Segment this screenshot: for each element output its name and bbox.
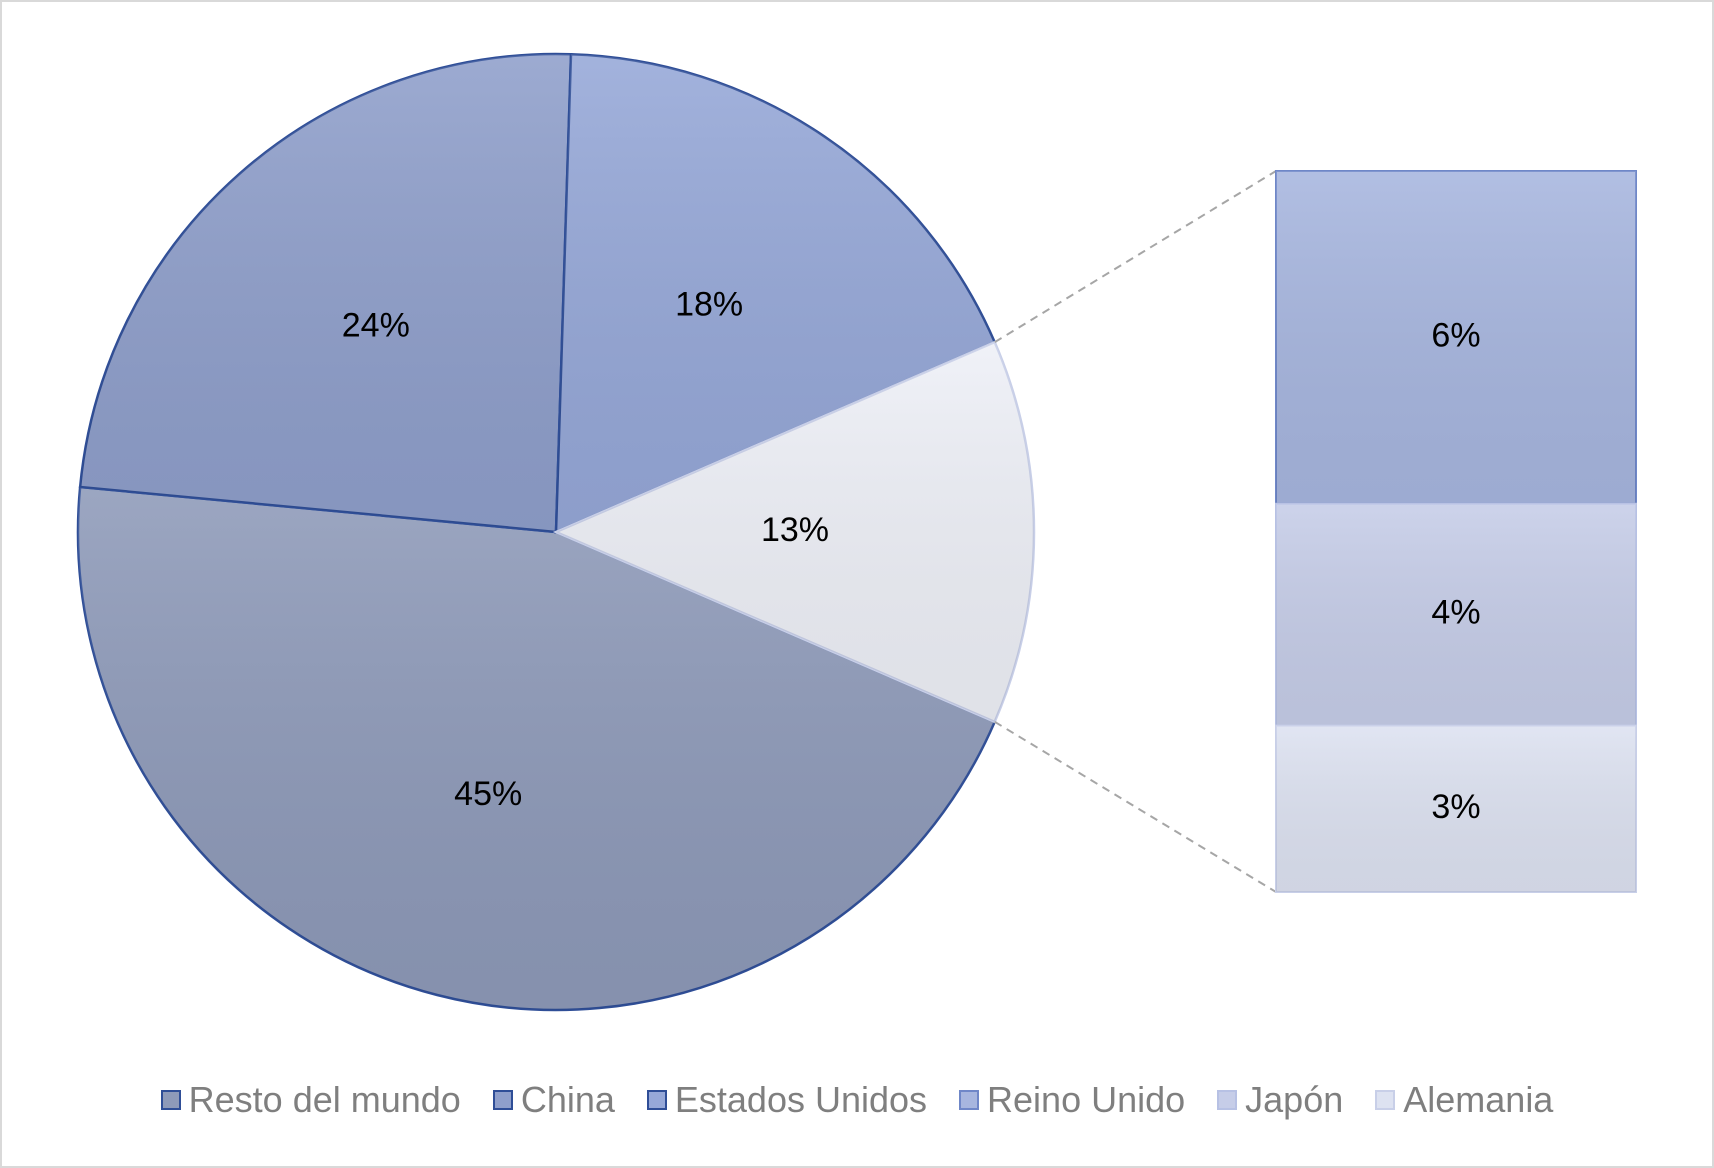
bar-segment-japon-shade (1276, 503, 1636, 726)
legend-item-japon: Japón (1217, 1079, 1343, 1121)
data-label-reino-unido: 6% (1431, 316, 1480, 354)
data-label-alemania: 3% (1431, 788, 1480, 826)
pie-slice-other-shade (556, 342, 1035, 722)
legend-label: Alemania (1403, 1079, 1554, 1120)
legend: Resto del mundo China Estados Unidos Reino … (0, 1070, 1714, 1130)
pie-slice-estados-unidos-shade (556, 54, 995, 533)
pie-slice-china-shade (80, 54, 572, 532)
pie-layer (76, 52, 1036, 1012)
legend-item-china: China (492, 1079, 615, 1121)
legend-swatch (1217, 1090, 1238, 1110)
legend-label: Reino Unido (987, 1079, 1186, 1120)
data-label-other: 13% (761, 511, 829, 549)
bar-segment-alemania-shade (1276, 725, 1636, 892)
pie-slice-resto-del-mundo-shade (77, 487, 995, 1011)
data-label-china: 24% (342, 307, 410, 345)
legend-swatch (492, 1090, 513, 1110)
legend-item-estados-unidos: Estados Unidos (646, 1079, 928, 1121)
legend-label: Resto del mundo (188, 1079, 461, 1120)
connector-lines (994, 170, 1277, 893)
stacked-bar-layer (1275, 170, 1637, 893)
connector-line-top (994, 170, 1277, 344)
bar-segment-reino-unido-shade (1276, 171, 1636, 504)
legend-label: China (520, 1079, 615, 1120)
data-label-estados-unidos: 18% (675, 286, 743, 324)
legend-item-resto-del-mundo: Resto del mundo (160, 1079, 461, 1121)
data-labels: 45% 24% 18% 13% 6% 4% 3% (342, 286, 1481, 826)
legend-label: Estados Unidos (674, 1079, 928, 1120)
legend-label: Japón (1245, 1079, 1344, 1120)
legend-swatch (160, 1090, 181, 1110)
connector-line-bottom (994, 720, 1277, 893)
legend-item-alemania: Alemania (1375, 1079, 1553, 1121)
data-label-japon: 4% (1431, 594, 1480, 632)
legend-swatch (646, 1090, 667, 1110)
legend-swatch (1375, 1090, 1396, 1110)
data-label-resto-del-mundo: 45% (454, 775, 522, 813)
legend-swatch (959, 1090, 980, 1110)
legend-item-reino-unido: Reino Unido (959, 1079, 1185, 1121)
